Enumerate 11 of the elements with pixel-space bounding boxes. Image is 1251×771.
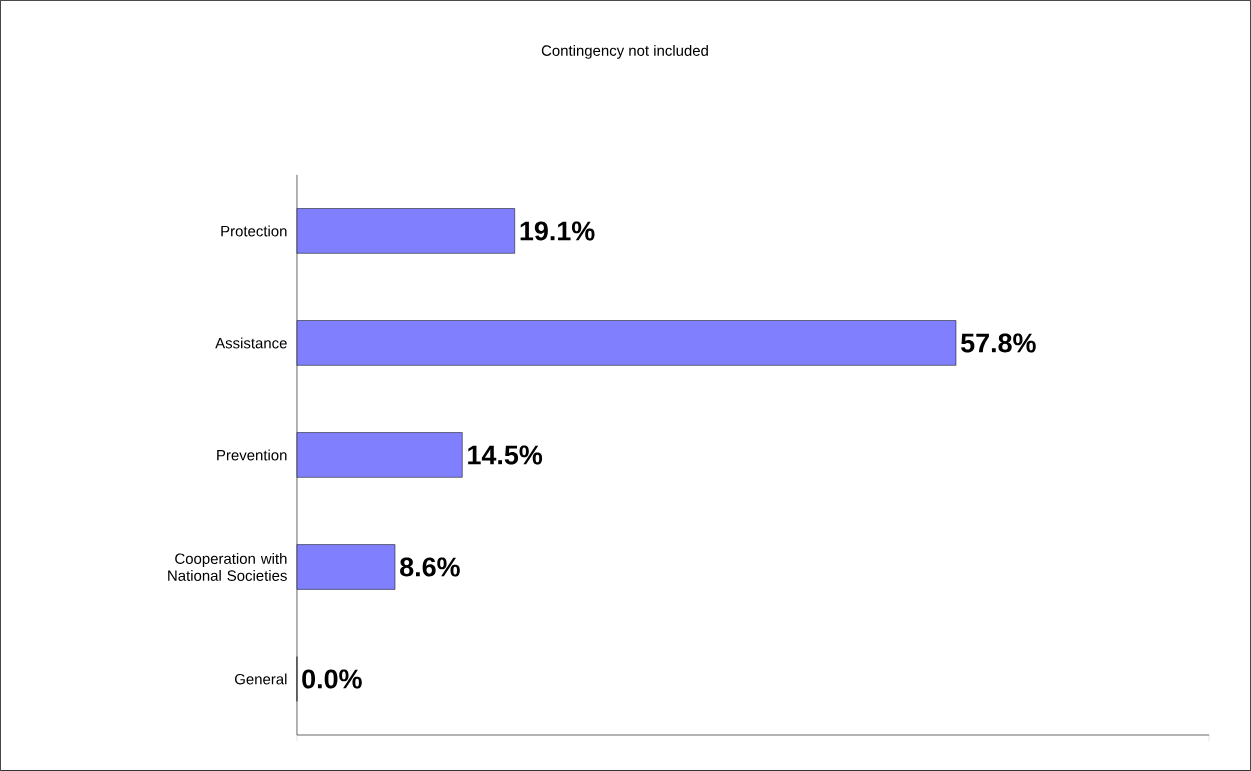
data-label: 8.6% — [400, 557, 460, 577]
data-label: 19.1% — [520, 221, 595, 241]
chart-title: Contingency not included — [541, 44, 708, 59]
data-label: 14.5% — [468, 445, 543, 465]
data-label: 57.8% — [961, 333, 1036, 353]
y-tick-label: Prevention — [217, 449, 287, 461]
y-tick-label: General — [235, 673, 287, 685]
y-tick-label: Protection — [221, 225, 287, 237]
data-label: 0.0% — [302, 669, 362, 689]
y-tick-label: Assistance — [215, 337, 287, 349]
y-tick-label: Cooperation with National Societies — [168, 553, 287, 581]
